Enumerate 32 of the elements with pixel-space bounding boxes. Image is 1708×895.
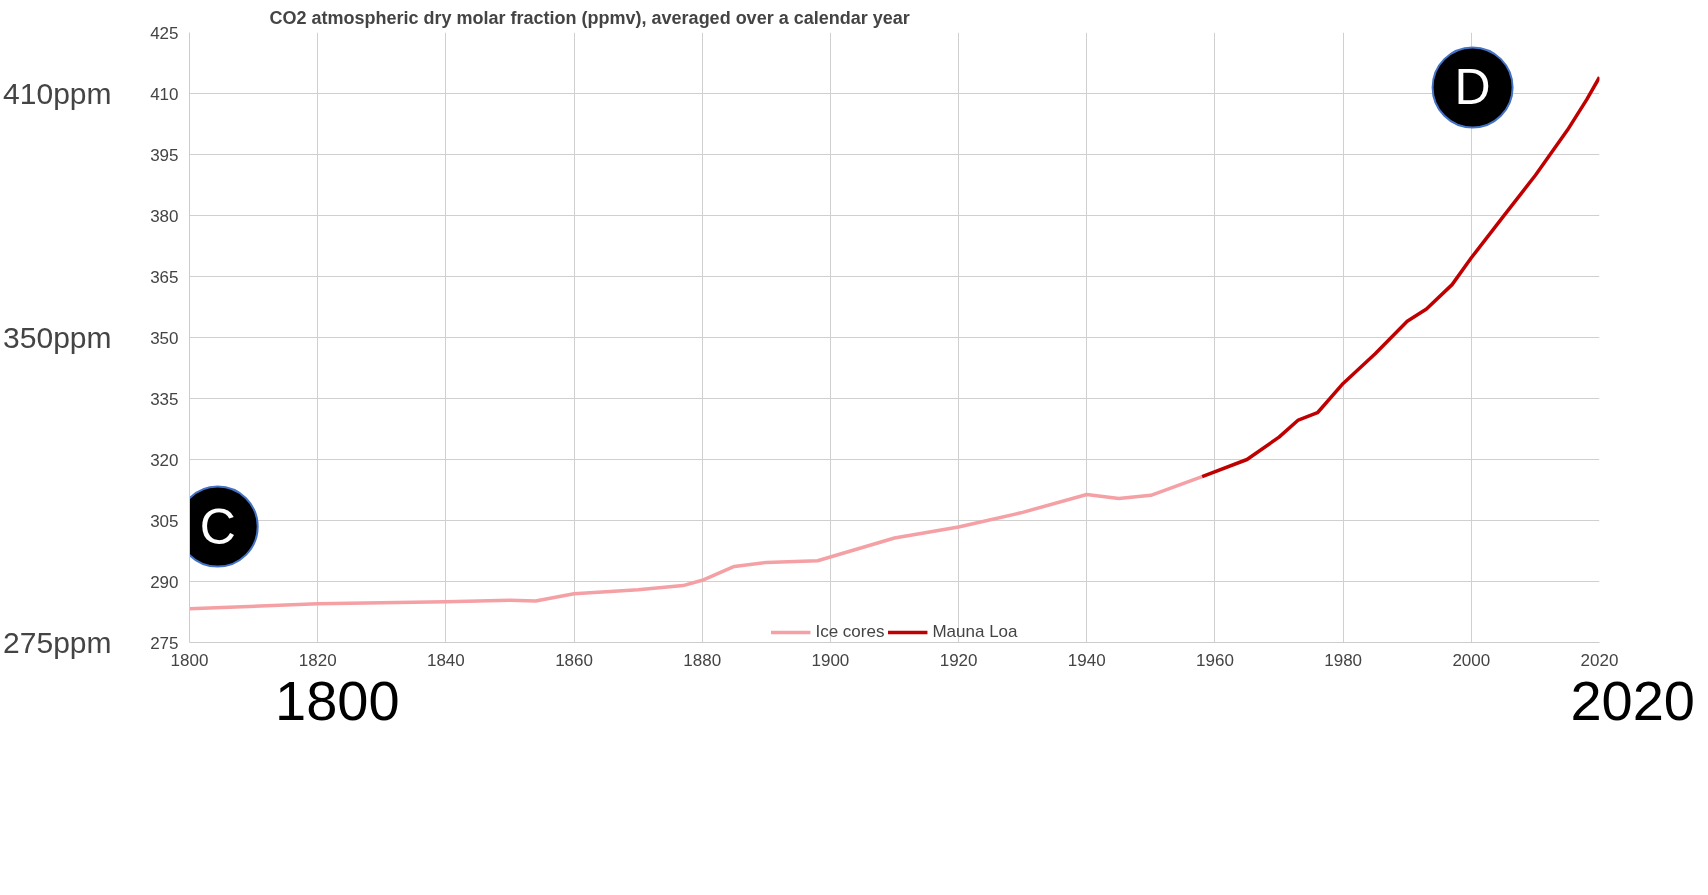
y-tick-label: 335 xyxy=(150,389,179,409)
y-tick-label: 320 xyxy=(150,450,179,470)
x-tick-label: 1800 xyxy=(170,650,209,670)
y2-tick-label: 275ppm xyxy=(3,626,112,659)
line-series xyxy=(189,474,1204,611)
x-tick-label: 1840 xyxy=(426,650,465,670)
y-tick-label: 350 xyxy=(150,328,179,348)
legend-label: Mauna Loa xyxy=(932,622,1018,642)
y-tick-label: 425 xyxy=(150,23,179,43)
y-tick-label: 275 xyxy=(150,633,179,653)
y-tick-label: 410 xyxy=(150,84,179,104)
legend-label: Ice cores xyxy=(815,622,885,642)
x-tick-label: 1820 xyxy=(298,650,337,670)
annotation: D xyxy=(1454,59,1491,116)
y-tick-label: 380 xyxy=(150,206,179,226)
y-tick-label: 395 xyxy=(150,145,179,165)
x-tick-label: 2020 xyxy=(1580,650,1619,670)
x-tick-label: 1940 xyxy=(1067,650,1106,670)
y2-tick-label: 410ppm xyxy=(3,77,112,110)
y-tick-label: 290 xyxy=(150,572,179,592)
x-tick-label: 1860 xyxy=(555,650,593,670)
y2-tick-label: 350ppm xyxy=(3,321,112,354)
y-tick-label: 365 xyxy=(150,267,179,287)
x-tick-label: 1980 xyxy=(1324,650,1363,670)
x-tick-label: 2000 xyxy=(1452,650,1491,670)
x-tick-label: 1920 xyxy=(939,650,978,670)
x-tick-label: 1880 xyxy=(683,650,722,670)
annotation: C xyxy=(199,498,236,555)
chart-title: CO2 atmospheric dry molar fraction (ppmv), averaged over a calendar year xyxy=(269,7,910,28)
y-tick-label: 305 xyxy=(150,511,179,531)
x-tick-label: 1900 xyxy=(811,650,850,670)
x-tick-label: 1960 xyxy=(1196,650,1234,670)
